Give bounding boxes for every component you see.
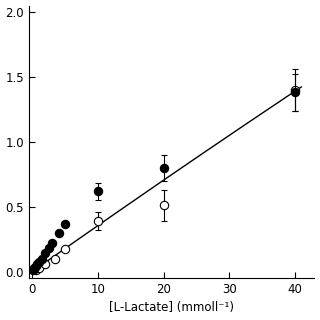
X-axis label: [L-Lactate] (mmoll⁻¹): [L-Lactate] (mmoll⁻¹) (109, 301, 234, 315)
